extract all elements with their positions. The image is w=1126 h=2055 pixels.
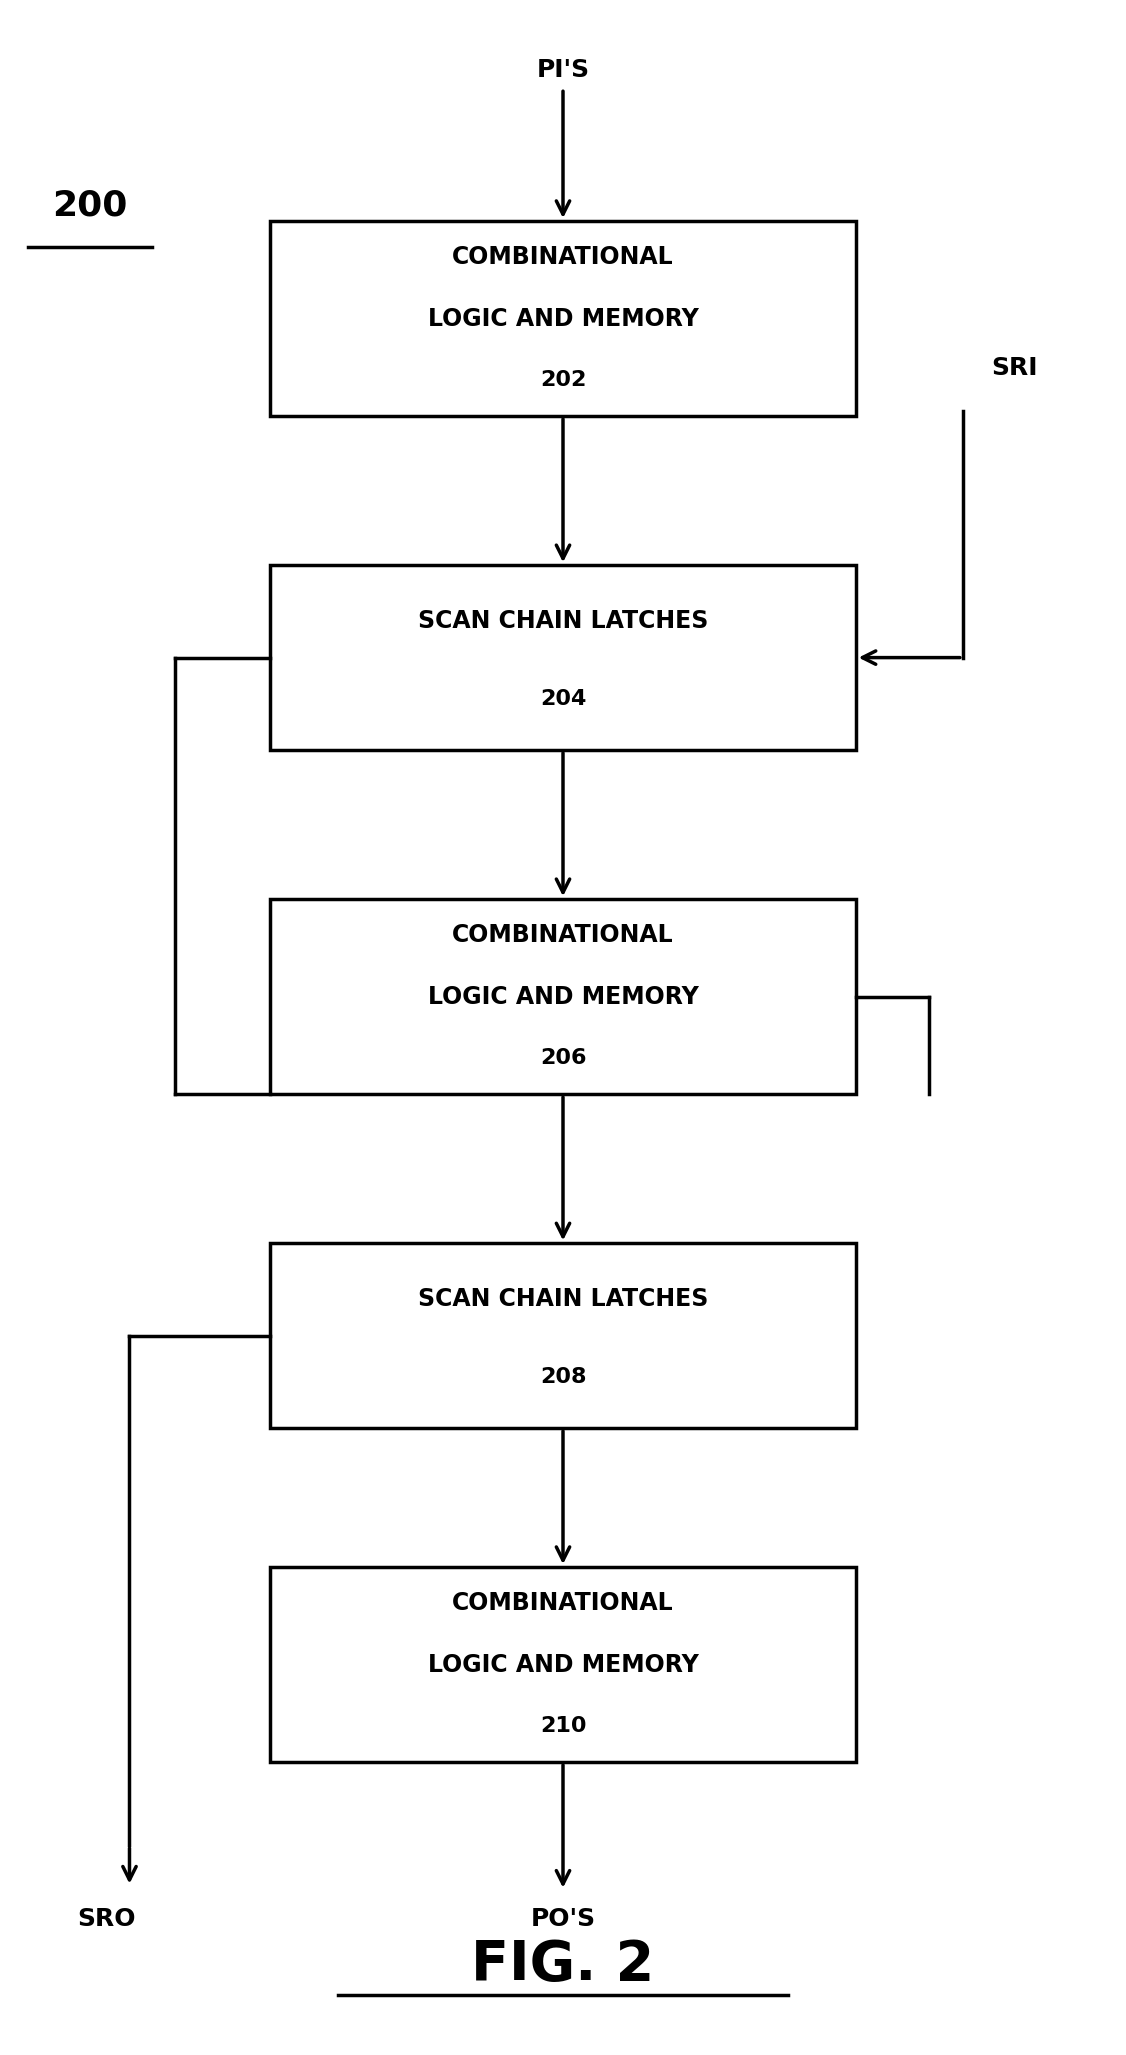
Text: 210: 210 <box>539 1716 587 1736</box>
Bar <box>270 1243 856 1428</box>
Bar <box>270 565 856 750</box>
Text: PO'S: PO'S <box>530 1907 596 1932</box>
Text: COMBINATIONAL: COMBINATIONAL <box>453 1591 673 1615</box>
Text: FIG. 2: FIG. 2 <box>472 1938 654 1991</box>
Text: SRO: SRO <box>78 1907 136 1932</box>
Text: PI'S: PI'S <box>536 58 590 82</box>
Text: LOGIC AND MEMORY: LOGIC AND MEMORY <box>428 306 698 331</box>
Bar <box>270 1566 856 1761</box>
Text: COMBINATIONAL: COMBINATIONAL <box>453 245 673 269</box>
Text: LOGIC AND MEMORY: LOGIC AND MEMORY <box>428 1652 698 1677</box>
Text: 202: 202 <box>539 370 587 390</box>
Text: COMBINATIONAL: COMBINATIONAL <box>453 923 673 947</box>
Text: LOGIC AND MEMORY: LOGIC AND MEMORY <box>428 984 698 1009</box>
Text: 206: 206 <box>539 1048 587 1069</box>
Text: SCAN CHAIN LATCHES: SCAN CHAIN LATCHES <box>418 608 708 633</box>
Bar <box>270 222 856 415</box>
Bar <box>270 900 856 1093</box>
Text: 200: 200 <box>53 189 127 222</box>
Text: 204: 204 <box>539 688 587 709</box>
Text: SRI: SRI <box>991 356 1037 380</box>
Text: SCAN CHAIN LATCHES: SCAN CHAIN LATCHES <box>418 1286 708 1311</box>
Text: 208: 208 <box>539 1367 587 1387</box>
